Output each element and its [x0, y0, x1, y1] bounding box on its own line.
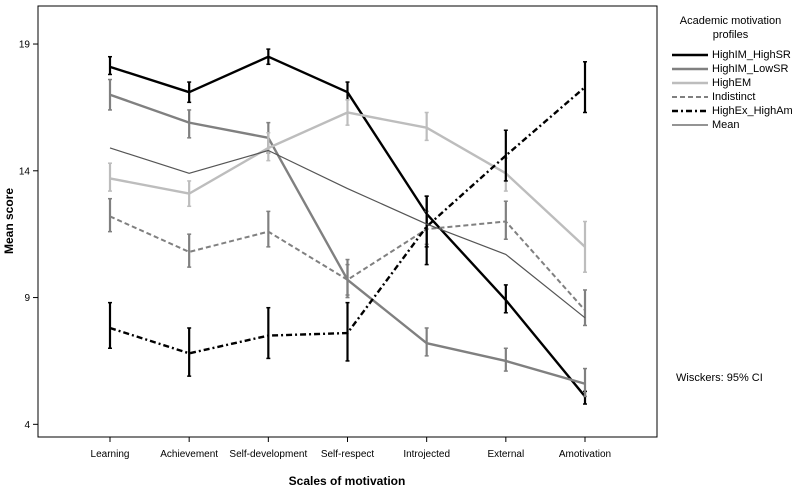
legend-swatch — [672, 109, 708, 113]
x-axis-title: Scales of motivation — [289, 474, 406, 488]
legend-swatch — [672, 96, 708, 98]
legend-item: HighIM_HighSR — [668, 48, 793, 62]
series-line — [109, 147, 586, 319]
x-tick-label: Self-development — [229, 449, 307, 460]
legend-swatch — [672, 67, 708, 71]
x-tick-label: Amotivation — [559, 449, 611, 460]
legend-title: Academic motivation profiles — [679, 15, 782, 41]
x-tick-label: Achievement — [160, 449, 218, 460]
legend-item: HighEx_HighAm — [668, 104, 793, 118]
legend-label: HighIM_LowSR — [712, 63, 789, 75]
y-tick-label: 9 — [24, 293, 30, 304]
legend-label: HighEM — [712, 77, 752, 89]
y-axis: 4 9 14 19 — [19, 40, 38, 431]
ci-note: Wisckers: 95% CI — [676, 372, 763, 384]
series-layer — [108, 48, 587, 405]
legend-swatch — [672, 81, 708, 85]
y-axis-title: Mean score — [2, 188, 16, 254]
series-group — [109, 147, 586, 319]
y-tick-label: 14 — [19, 166, 31, 177]
x-tick-label: Learning — [91, 449, 130, 460]
legend-label: HighIM_HighSR — [712, 49, 791, 61]
legend-swatch — [672, 124, 708, 126]
x-axis: Learning Achievement Self-development Self-… — [91, 437, 611, 460]
legend-label: Mean — [712, 119, 740, 131]
y-tick-label: 19 — [19, 40, 31, 51]
legend-swatch — [672, 53, 708, 57]
legend-item: Indistinct — [668, 90, 793, 104]
legend-label: Indistinct — [712, 91, 756, 103]
series-group — [108, 61, 587, 377]
legend: Academic motivation profiles HighIM_High… — [668, 14, 793, 132]
x-tick-label: Self-respect — [321, 449, 375, 460]
legend-item: HighEM — [668, 76, 793, 90]
legend-label: HighEx_HighAm — [712, 105, 793, 117]
legend-item: Mean — [668, 118, 793, 132]
legend-items: HighIM_HighSR HighIM_LowSR HighEM Indistinc… — [668, 48, 793, 132]
x-tick-label: Introjected — [403, 449, 450, 460]
legend-item: HighIM_LowSR — [668, 62, 793, 76]
y-tick-label: 4 — [24, 420, 30, 431]
x-tick-label: External — [487, 449, 524, 460]
